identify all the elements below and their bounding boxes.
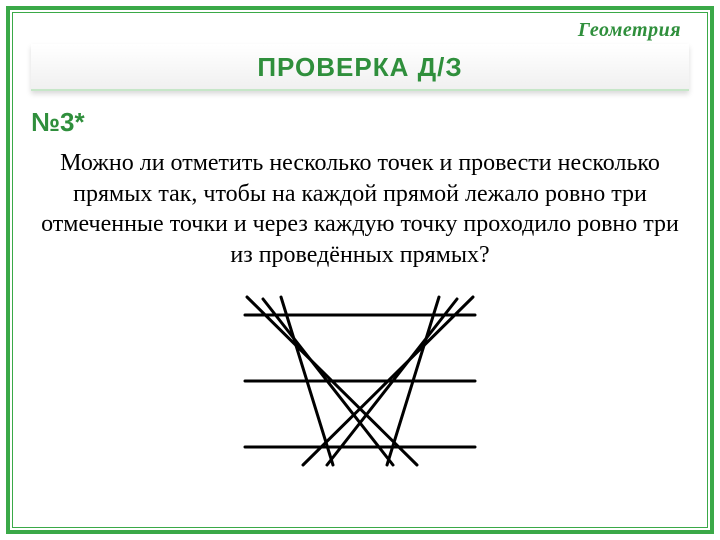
diagram-container — [31, 293, 689, 473]
outer-frame: Геометрия ПРОВЕРКА Д/З №3* Можно ли отме… — [6, 6, 714, 534]
slide-title: ПРОВЕРКА Д/З — [31, 44, 689, 91]
line-intersection-diagram — [225, 293, 495, 473]
problem-text: Можно ли отметить несколько точек и пров… — [31, 148, 689, 271]
problem-number: №3* — [31, 107, 689, 138]
subject-label: Геометрия — [31, 19, 681, 42]
inner-frame: Геометрия ПРОВЕРКА Д/З №3* Можно ли отме… — [12, 12, 708, 528]
